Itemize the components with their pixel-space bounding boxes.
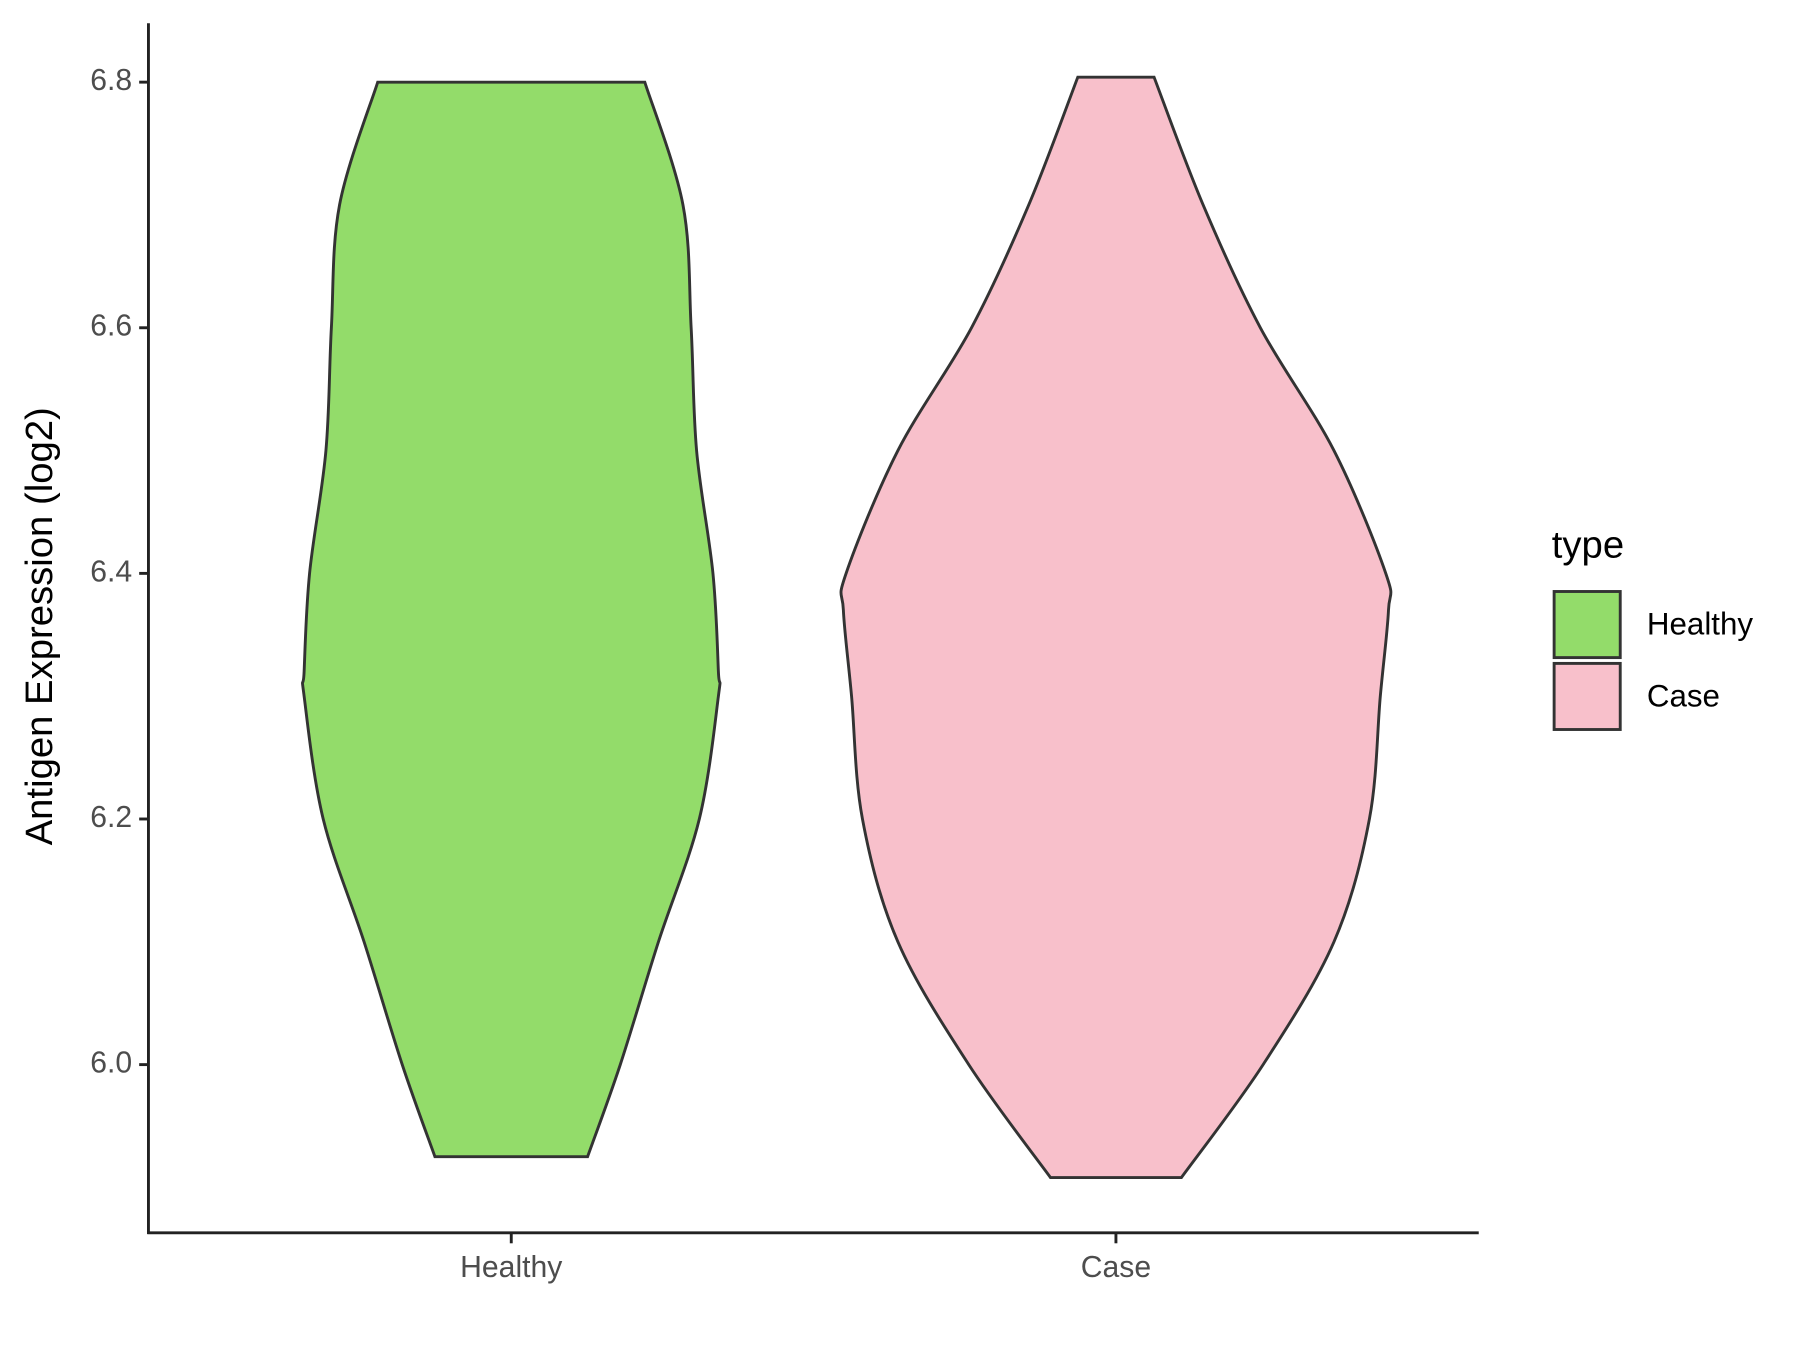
violin xyxy=(301,80,722,1159)
y-tick-label: 6.2 xyxy=(90,801,132,834)
y-tick-label: 6.0 xyxy=(90,1047,132,1080)
legend-key xyxy=(1552,661,1622,731)
violin xyxy=(839,75,1393,1180)
x-tick-label: Case xyxy=(1081,1251,1151,1284)
x-tick-label: Healthy xyxy=(460,1251,563,1284)
y-tick-label: 6.4 xyxy=(90,555,132,588)
legend-label: Case xyxy=(1647,678,1720,713)
y-axis-title: Antigen Expression (log2) xyxy=(18,407,61,845)
legend-label: Healthy xyxy=(1647,607,1753,642)
y-tick-label: 6.6 xyxy=(90,310,132,343)
legend-key xyxy=(1552,590,1622,660)
y-tick-label: 6.8 xyxy=(90,64,132,97)
legend-title: type xyxy=(1552,524,1624,567)
